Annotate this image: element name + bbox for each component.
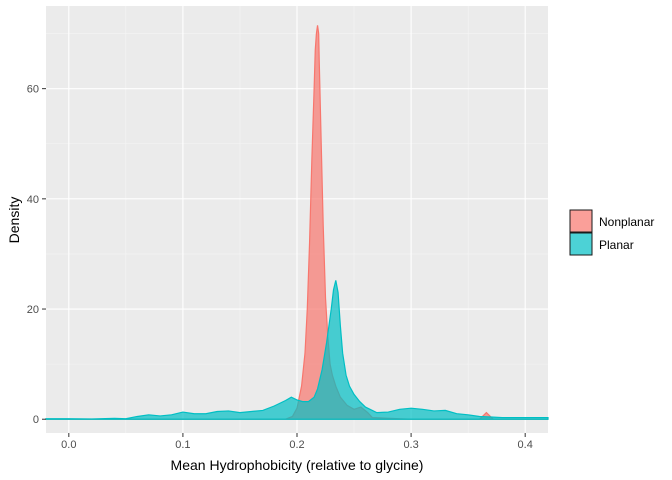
legend-key-planar xyxy=(569,232,593,256)
y-tick-label: 0 xyxy=(33,414,39,426)
y-tick-label: 20 xyxy=(27,304,39,316)
legend-key-nonplanar xyxy=(569,209,593,233)
legend-label-nonplanar: Nonplanar xyxy=(599,215,654,229)
y-tick-label: 60 xyxy=(27,84,39,96)
x-tick-label: 0.1 xyxy=(175,439,190,451)
y-tick-label: 40 xyxy=(27,194,39,206)
x-axis-title: Mean Hydrophobicity (relative to glycine… xyxy=(171,457,424,473)
x-tick-label: 0.3 xyxy=(403,439,418,451)
density-areas xyxy=(45,25,549,420)
x-tick-label: 0.2 xyxy=(289,439,304,451)
legend-label-planar: Planar xyxy=(599,238,634,252)
density-area-planar xyxy=(45,280,549,420)
x-tick-label: 0.4 xyxy=(518,439,533,451)
y-axis: 0 20 40 60 xyxy=(27,84,46,426)
y-axis-title: Density xyxy=(6,197,22,244)
legend: Nonplanar Planar xyxy=(569,209,654,256)
x-axis: 0.0 0.1 0.2 0.3 0.4 xyxy=(61,433,533,451)
x-tick-label: 0.0 xyxy=(61,439,76,451)
